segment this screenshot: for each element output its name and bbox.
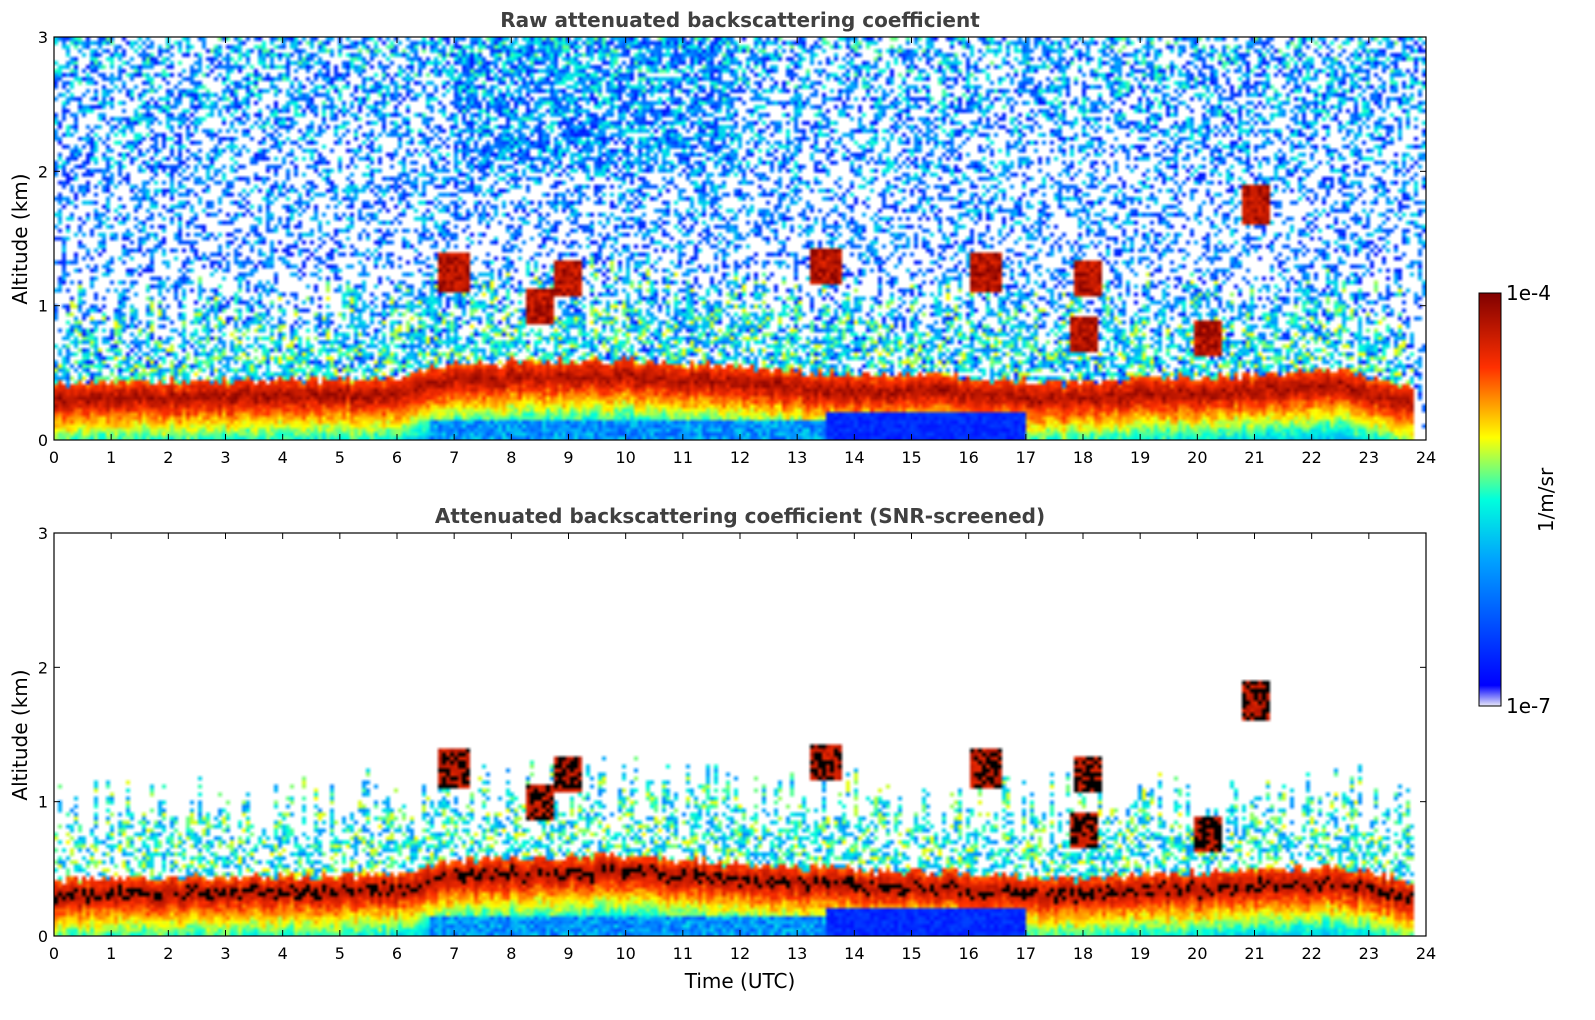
x-tick-label: 19 [1130,944,1150,963]
colorbar-min-label: 1e-7 [1506,694,1551,718]
x-tick-label: 11 [673,448,693,467]
colorbar-gradient [1478,292,1502,707]
x-tick-label: 5 [335,944,345,963]
x-tick-label: 15 [901,944,921,963]
x-tick-label: 8 [506,944,516,963]
y-tick-label: 1 [38,793,48,812]
colorbar: 1e-4 1e-7 1/m/sr [1478,281,1558,718]
heatmap-area [54,533,1426,936]
y-tick-label: 1 [38,297,48,316]
y-axis: 0 1 2 3 [38,524,1426,946]
x-tick-label: 10 [615,448,635,467]
x-tick-label: 7 [449,944,459,963]
x-tick-label: 19 [1130,448,1150,467]
x-tick-label: 3 [220,944,230,963]
x-tick-label: 18 [1073,448,1093,467]
x-tick-label: 22 [1301,448,1321,467]
x-tick-label: 8 [506,448,516,467]
chart-title: Raw attenuated backscattering coefficien… [500,8,980,32]
x-tick-label: 16 [958,448,978,467]
x-axis-label: Time (UTC) [684,969,796,993]
x-tick-label: 18 [1073,944,1093,963]
x-tick-label: 13 [787,448,807,467]
y-tick-label: 2 [38,162,48,181]
x-tick-label: 4 [278,448,288,467]
x-tick-label: 0 [49,944,59,963]
x-tick-label: 24 [1416,944,1436,963]
raw-backscatter-panel: Raw attenuated backscattering coefficien… [8,8,1436,467]
x-tick-label: 23 [1359,448,1379,467]
colorbar-max-label: 1e-4 [1506,281,1551,305]
x-tick-label: 14 [844,944,864,963]
x-tick-label: 12 [730,448,750,467]
x-tick-label: 11 [673,944,693,963]
x-tick-label: 14 [844,448,864,467]
x-tick-label: 1 [106,944,116,963]
snr-screened-panel: Attenuated backscattering coefficient (S… [8,504,1436,993]
y-axis-label: Altitude (km) [8,669,32,800]
y-tick-label: 3 [38,524,48,543]
x-tick-label: 9 [563,448,573,467]
colorbar-label: 1/m/sr [1534,467,1558,532]
x-tick-label: 1 [106,448,116,467]
x-tick-label: 16 [958,944,978,963]
heatmap-image [54,37,1426,440]
x-tick-label: 15 [901,448,921,467]
x-tick-label: 2 [163,448,173,467]
x-tick-label: 17 [1016,448,1036,467]
x-tick-label: 3 [220,448,230,467]
x-tick-label: 20 [1187,448,1207,467]
x-tick-label: 13 [787,944,807,963]
y-axis-label: Altitude (km) [8,173,32,304]
x-tick-label: 20 [1187,944,1207,963]
heatmap-area [54,37,1426,440]
x-tick-label: 12 [730,944,750,963]
x-tick-label: 9 [563,944,573,963]
x-tick-label: 24 [1416,448,1436,467]
x-tick-label: 10 [615,944,635,963]
x-tick-label: 6 [392,944,402,963]
heatmap-image [54,533,1426,936]
x-tick-label: 0 [49,448,59,467]
x-tick-label: 23 [1359,944,1379,963]
x-tick-label: 6 [392,448,402,467]
x-tick-label: 21 [1244,944,1264,963]
y-tick-label: 2 [38,658,48,677]
x-axis: 0 1 2 3 4 5 6 7 8 9 10 11 12 13 14 15 16 17 18 19 20 21 22 23 24 [49,37,1436,467]
y-tick-label: 0 [38,927,48,946]
y-axis: 0 1 2 3 [38,28,1426,450]
x-axis: 0 1 2 3 4 5 6 7 8 9 10 11 12 13 14 15 16 17 18 19 20 21 22 23 24 [49,533,1436,963]
x-tick-label: 2 [163,944,173,963]
chart-title: Attenuated backscattering coefficient (S… [435,504,1045,528]
y-tick-label: 0 [38,431,48,450]
y-tick-label: 3 [38,28,48,47]
x-tick-label: 5 [335,448,345,467]
x-tick-label: 21 [1244,448,1264,467]
x-tick-label: 22 [1301,944,1321,963]
x-tick-label: 17 [1016,944,1036,963]
x-tick-label: 4 [278,944,288,963]
x-tick-label: 7 [449,448,459,467]
